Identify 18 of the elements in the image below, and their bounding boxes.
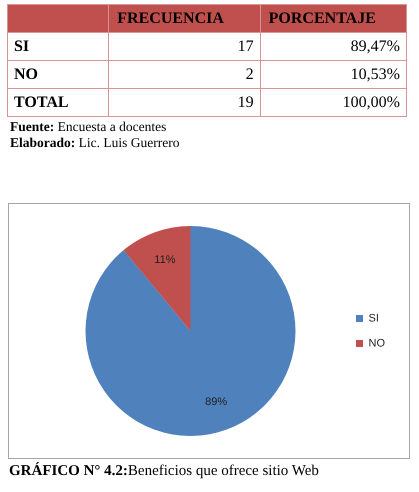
category-label: TOTAL (8, 88, 109, 116)
data-label: 11% (154, 254, 176, 266)
category-label: NO (8, 60, 109, 88)
text: Elaborado: Lic. Luis Guerrero (10, 135, 180, 151)
legend-label: NO (368, 338, 386, 350)
data-label: 17 (108, 32, 260, 60)
data-label: 10,53% (260, 60, 406, 88)
data-label: 100,00% (260, 88, 406, 116)
data-label: 89,47% (260, 32, 406, 60)
source-note: Fuente: Encuesta a docentes (10, 119, 168, 135)
category-label: SI (8, 32, 109, 60)
legend-label: SI (368, 312, 379, 325)
text: PORCENTAJE (260, 4, 406, 32)
data-label: 19 (108, 88, 260, 116)
text: FRECUENCIA (108, 4, 260, 32)
data-label: 2 (108, 60, 260, 88)
data-label: 89% (205, 396, 228, 408)
text: GRÁFICO N° 4.2:Beneficios que ofrece sitio Web (9, 463, 319, 480)
